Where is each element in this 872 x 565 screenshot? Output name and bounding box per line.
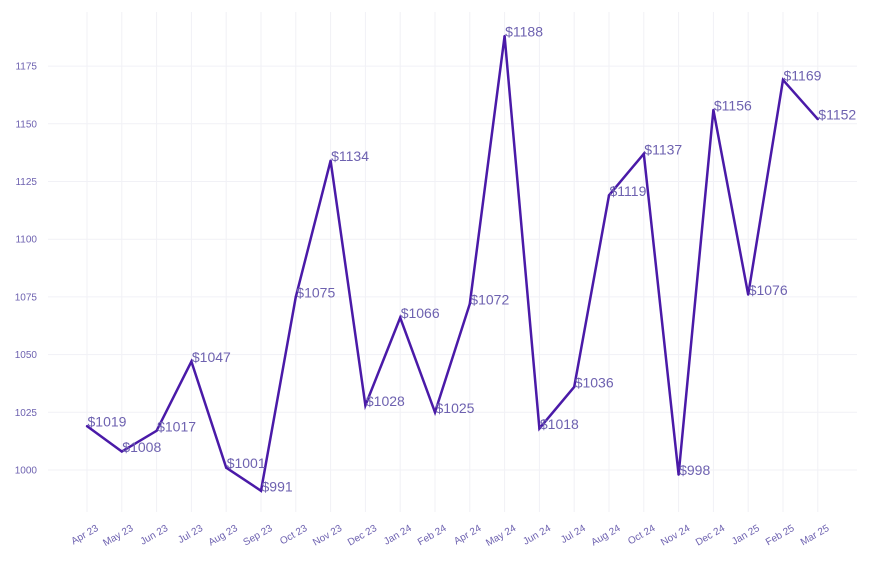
data-label: $1036 (575, 374, 614, 390)
x-tick-label: Feb 24 (416, 523, 449, 548)
x-axis: Apr 23 May 23 Jun 23 Jul 23 Aug 23 Sep 23 Oct … (69, 523, 831, 549)
x-tick-label: Mar 25 (799, 523, 832, 548)
data-point (329, 159, 332, 162)
x-tick-label: Oct 23 (278, 523, 309, 547)
x-gridlines (86, 12, 819, 512)
data-label: $1169 (784, 67, 822, 83)
data-label: $1119 (610, 183, 647, 199)
y-tick-label: 1125 (15, 177, 37, 188)
data-point (607, 194, 611, 197)
data-label: $1152 (818, 107, 856, 123)
data-point (468, 302, 471, 306)
data-label: $1137 (644, 141, 682, 157)
x-tick-label: Aug 23 (207, 523, 240, 549)
data-label: $1018 (540, 416, 579, 432)
data-label: $1072 (470, 291, 509, 307)
data-point (573, 385, 576, 389)
data-point (781, 78, 785, 82)
data-label: $991 (262, 478, 293, 494)
x-tick-label: Apr 24 (452, 523, 483, 547)
data-label: $1134 (331, 148, 369, 164)
data-point (155, 429, 158, 432)
data-point (642, 152, 645, 156)
x-tick-label: Nov 24 (659, 523, 692, 549)
data-point (816, 117, 819, 121)
data-point (747, 293, 750, 296)
data-label: $998 (679, 462, 710, 478)
series-layer (85, 34, 819, 493)
data-label: $1028 (366, 393, 405, 409)
data-labels: $1019 $1008 $1017 $1047 $1001 $991 $1075 $1134 $… (88, 24, 857, 495)
x-tick-label: Jun 24 (521, 523, 553, 548)
y-tick-label: 1025 (15, 408, 38, 419)
x-tick-label: Jun 23 (139, 523, 171, 548)
data-point (190, 360, 193, 363)
x-tick-label: Dec 23 (346, 523, 379, 549)
data-label: $1047 (192, 349, 231, 365)
data-label: $1017 (157, 418, 196, 434)
data-point (503, 34, 506, 38)
x-tick-label: Apr 23 (69, 523, 100, 547)
data-label: $1001 (227, 455, 266, 471)
data-label: $1076 (749, 282, 788, 298)
data-point (294, 295, 297, 299)
data-label: $1008 (122, 439, 161, 455)
data-point (120, 450, 124, 453)
y-tick-label: 1150 (15, 119, 37, 130)
x-tick-label: Jul 24 (559, 523, 588, 546)
x-tick-label: Aug 24 (590, 523, 623, 549)
data-point (259, 489, 263, 492)
data-point (85, 424, 89, 428)
x-tick-label: Oct 24 (626, 523, 657, 547)
x-tick-label: Jan 24 (382, 523, 414, 548)
data-label: $1019 (88, 414, 127, 430)
x-tick-label: Jul 23 (176, 523, 205, 546)
data-point (364, 404, 367, 407)
data-label: $1188 (505, 24, 543, 40)
x-tick-label: Jan 25 (730, 523, 762, 548)
data-label: $1066 (401, 305, 440, 321)
data-label: $1156 (714, 97, 752, 113)
y-tick-label: 1000 (15, 466, 38, 477)
y-tick-label: 1075 (15, 292, 38, 303)
data-point (677, 473, 680, 476)
data-point (538, 427, 541, 430)
y-axis: 1000 1025 1050 1075 1100 1125 1150 1175 (15, 62, 38, 477)
x-tick-label: Sep 23 (242, 523, 275, 549)
y-tick-label: 1175 (15, 62, 37, 73)
x-tick-label: Nov 23 (311, 523, 344, 549)
data-point (399, 316, 402, 319)
x-tick-label: May 24 (484, 523, 518, 549)
data-label: $1025 (436, 400, 475, 416)
x-tick-label: Feb 25 (764, 523, 797, 548)
x-tick-label: Dec 24 (694, 523, 727, 549)
x-tick-label: May 23 (101, 523, 135, 549)
data-label: $1075 (296, 284, 335, 300)
data-point (712, 108, 715, 112)
series-line (86, 35, 819, 493)
y-tick-label: 1050 (15, 350, 38, 361)
data-point (433, 411, 437, 414)
data-point (225, 466, 228, 469)
y-tick-label: 1100 (15, 235, 37, 246)
